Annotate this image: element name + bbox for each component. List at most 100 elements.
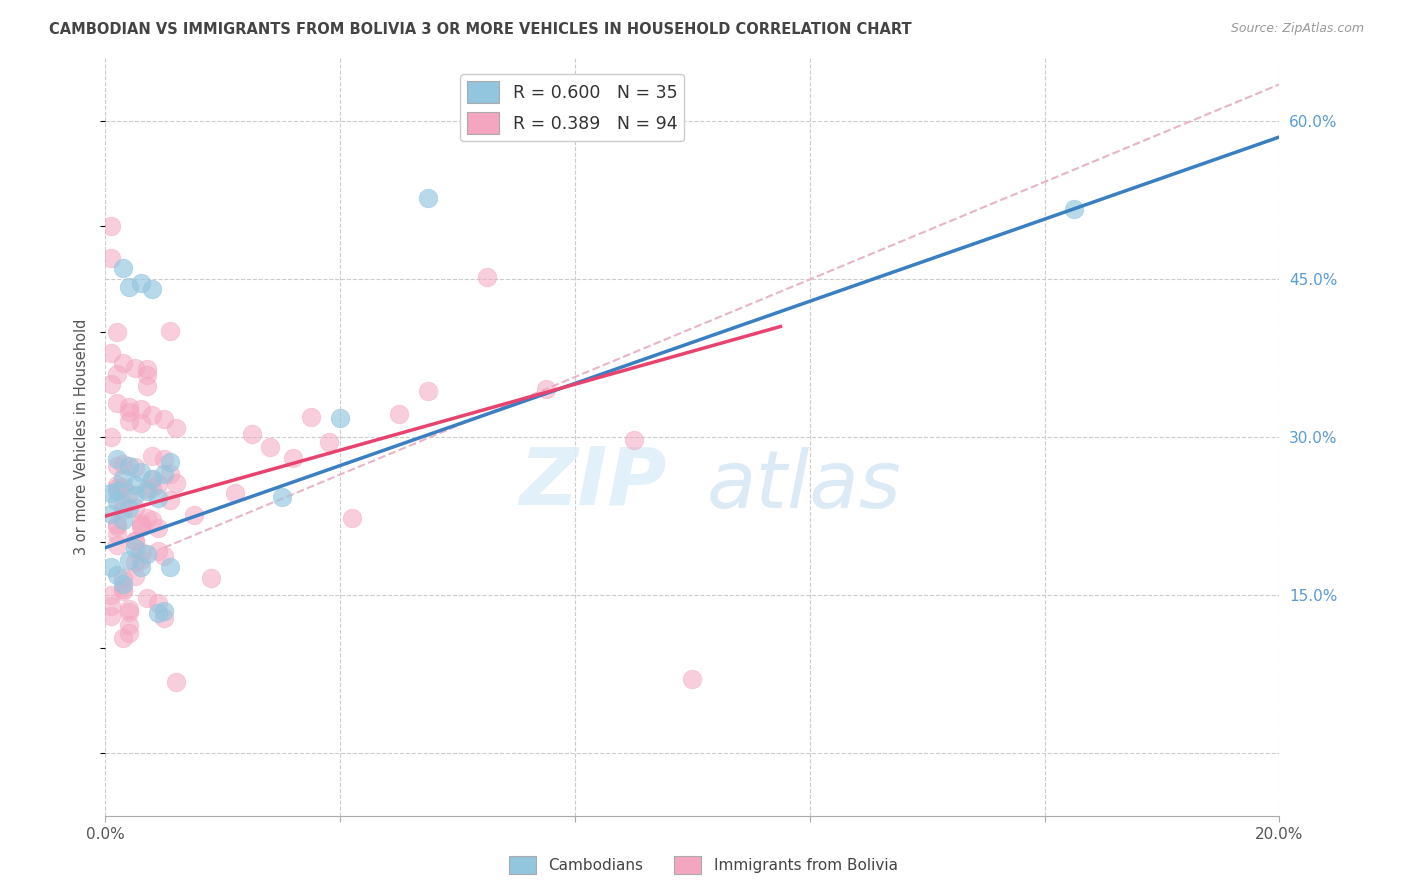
Point bbox=[159, 455, 181, 469]
Point bbox=[141, 481, 163, 495]
Point bbox=[340, 511, 363, 525]
Point bbox=[135, 362, 157, 376]
Point bbox=[148, 477, 170, 491]
Point bbox=[112, 496, 135, 510]
Point bbox=[135, 484, 157, 499]
Point bbox=[129, 553, 152, 567]
Point bbox=[148, 521, 170, 535]
Point bbox=[153, 604, 176, 618]
Point bbox=[124, 477, 146, 491]
Point bbox=[475, 269, 498, 284]
Point bbox=[135, 379, 157, 393]
Point bbox=[135, 510, 157, 524]
Point bbox=[112, 471, 135, 485]
Point bbox=[118, 400, 141, 414]
Point bbox=[105, 483, 128, 498]
Point bbox=[100, 507, 122, 521]
Point bbox=[129, 520, 152, 534]
Point bbox=[159, 324, 181, 338]
Point bbox=[118, 487, 141, 501]
Point bbox=[105, 458, 128, 473]
Point bbox=[105, 568, 128, 582]
Point bbox=[418, 384, 440, 398]
Point bbox=[124, 569, 146, 583]
Legend: Cambodians, Immigrants from Bolivia: Cambodians, Immigrants from Bolivia bbox=[502, 850, 904, 880]
Point bbox=[183, 508, 205, 523]
Point bbox=[100, 219, 122, 234]
Point bbox=[141, 472, 163, 486]
Point bbox=[129, 416, 152, 430]
Point bbox=[105, 526, 128, 541]
Point bbox=[100, 251, 122, 265]
Point bbox=[124, 534, 146, 549]
Point bbox=[159, 493, 181, 508]
Point bbox=[100, 609, 122, 624]
Point bbox=[165, 674, 187, 689]
Point bbox=[124, 500, 146, 515]
Point bbox=[148, 607, 170, 621]
Legend: R = 0.600   N = 35, R = 0.389   N = 94: R = 0.600 N = 35, R = 0.389 N = 94 bbox=[460, 74, 685, 142]
Point bbox=[129, 517, 152, 532]
Point bbox=[153, 452, 176, 467]
Point bbox=[129, 516, 152, 531]
Point bbox=[105, 325, 128, 339]
Point bbox=[112, 503, 135, 517]
Point bbox=[112, 571, 135, 585]
Point bbox=[118, 605, 141, 619]
Point bbox=[329, 411, 352, 425]
Point bbox=[105, 519, 128, 533]
Point bbox=[105, 477, 128, 491]
Point bbox=[112, 260, 135, 275]
Point bbox=[112, 576, 135, 591]
Point bbox=[135, 547, 157, 561]
Point bbox=[682, 673, 704, 687]
Point bbox=[105, 494, 128, 508]
Point bbox=[534, 382, 557, 396]
Point bbox=[124, 541, 146, 555]
Point bbox=[118, 405, 141, 419]
Point bbox=[200, 571, 222, 585]
Point bbox=[129, 402, 152, 417]
Point bbox=[623, 433, 645, 447]
Point bbox=[159, 560, 181, 574]
Point bbox=[159, 467, 181, 481]
Point bbox=[388, 407, 411, 421]
Point bbox=[141, 472, 163, 486]
Point bbox=[259, 440, 281, 454]
Point bbox=[224, 485, 246, 500]
Point bbox=[105, 482, 128, 496]
Point bbox=[165, 421, 187, 435]
Point bbox=[118, 279, 141, 293]
Point bbox=[141, 449, 163, 463]
Point bbox=[100, 588, 122, 602]
Point bbox=[118, 414, 141, 428]
Point bbox=[148, 596, 170, 610]
Point bbox=[100, 430, 122, 444]
Point bbox=[118, 618, 141, 632]
Point bbox=[105, 516, 128, 531]
Point bbox=[105, 396, 128, 410]
Point bbox=[240, 427, 263, 442]
Point bbox=[124, 360, 146, 375]
Point bbox=[141, 408, 163, 422]
Text: CAMBODIAN VS IMMIGRANTS FROM BOLIVIA 3 OR MORE VEHICLES IN HOUSEHOLD CORRELATION: CAMBODIAN VS IMMIGRANTS FROM BOLIVIA 3 O… bbox=[49, 22, 912, 37]
Point bbox=[165, 476, 187, 491]
Point bbox=[118, 553, 141, 567]
Text: ZIP: ZIP bbox=[519, 443, 666, 522]
Point bbox=[112, 480, 135, 494]
Point bbox=[153, 611, 176, 625]
Point bbox=[148, 544, 170, 558]
Point bbox=[153, 467, 176, 482]
Point bbox=[129, 465, 152, 479]
Point bbox=[148, 491, 170, 505]
Point bbox=[112, 458, 135, 472]
Point bbox=[105, 538, 128, 552]
Point bbox=[118, 458, 141, 473]
Y-axis label: 3 or more Vehicles in Household: 3 or more Vehicles in Household bbox=[75, 319, 90, 555]
Point bbox=[118, 601, 141, 615]
Point bbox=[141, 513, 163, 527]
Point bbox=[129, 276, 152, 290]
Point bbox=[418, 191, 440, 205]
Point bbox=[141, 282, 163, 296]
Point bbox=[100, 377, 122, 392]
